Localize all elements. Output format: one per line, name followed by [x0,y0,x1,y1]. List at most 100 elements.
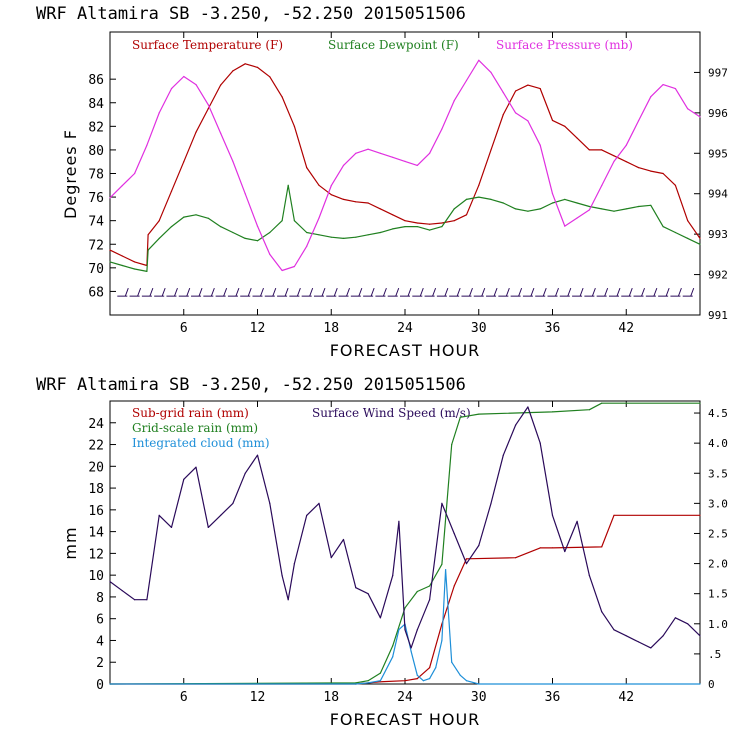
data-point-surface-pressure [318,217,320,219]
y-axis-label-bottom: mm [61,526,80,559]
data-point-surface-pressure [342,164,345,166]
data-point-surface-pressure [183,75,185,78]
wind-barb-flag [395,287,400,297]
data-point-surface-dewpoint [170,226,173,228]
data-point-surface-pressure [281,269,283,272]
data-point-sub-grid-rain [613,514,615,516]
y-tick-label: 22 [88,439,104,454]
data-point-surface-temperature [195,131,197,133]
data-point-sub-grid-rain [453,585,455,587]
data-point-surface-dewpoint [453,208,455,210]
x-tick-label: 24 [397,321,413,336]
x-tick-label: 12 [250,321,266,336]
data-point-surface-pressure [195,84,197,86]
data-point-integrated-cloud [109,683,111,685]
data-point-surface-dewpoint [306,231,308,234]
legend-temperature: Surface Temperature (F) [132,38,283,52]
data-point-surface-temperature [256,66,259,68]
data-point-surface-temperature [527,84,529,86]
data-point-integrated-cloud [699,683,701,685]
data-point-surface-wind-speed [183,478,185,480]
wind-barb-flag [444,287,449,297]
data-point-surface-temperature [576,137,578,139]
left-axis-ticks-top: 68 70 72 74 76 78 80 82 84 86 [88,73,116,300]
data-point-surface-pressure [367,148,369,150]
wind-barb-flag [235,287,240,297]
legend-top: Surface Temperature (F) Surface Dewpoint… [132,38,633,52]
data-point-surface-dewpoint [318,234,320,236]
data-point-surface-temperature [539,88,541,90]
x-tick-label: 30 [471,690,487,705]
wind-barb-flag [468,287,473,297]
precipitation-panel: WRF Altamira SB -3.250, -52.250 20150515… [36,375,728,729]
y-tick-label: 0 [96,678,104,693]
data-point-surface-pressure [269,253,271,255]
y2-tick-label: 1.0 [708,618,728,631]
data-point-surface-temperature [478,184,480,186]
data-point-surface-dewpoint [601,208,603,210]
data-point-integrated-cloud [478,683,480,685]
data-point-grid-scale-rain [588,409,591,411]
data-point-surface-dewpoint [392,228,394,230]
data-point-surface-pressure [207,104,209,106]
data-point-surface-dewpoint [699,243,701,245]
data-point-surface-wind-speed [650,647,652,649]
data-point-surface-wind-speed [539,442,541,444]
data-point-surface-wind-speed [134,599,136,601]
data-point-surface-wind-speed [564,550,566,553]
data-point-surface-pressure [588,209,591,211]
data-point-surface-pressure [453,100,455,102]
x-tick-label: 18 [323,690,339,705]
data-point-surface-dewpoint [478,196,480,198]
data-point-surface-dewpoint [342,237,345,239]
legend-bottom: Sub-grid rain (mm) Surface Wind Speed (m… [132,406,471,450]
y2-tick-label: 2.5 [708,527,728,540]
y2-tick-label: 0 [708,678,715,691]
data-point-surface-wind-speed [527,406,529,408]
wind-barb-flag [419,287,424,297]
data-point-grid-scale-rain [416,590,418,593]
data-point-surface-dewpoint [625,208,627,210]
data-point-surface-wind-speed [244,472,246,474]
y2-tick-label: 1.5 [708,588,728,601]
wind-barb-flag [321,287,326,297]
data-point-surface-pressure [170,88,173,90]
data-point-surface-wind-speed [287,599,289,601]
data-point-surface-pressure [429,152,431,154]
data-point-surface-dewpoint [330,236,332,238]
data-point-surface-temperature [502,113,504,116]
data-point-surface-dewpoint [121,264,123,267]
data-point-surface-temperature [244,63,246,65]
data-point-surface-temperature [170,190,173,192]
data-point-surface-dewpoint [674,231,677,234]
data-point-surface-wind-speed [404,629,406,631]
data-point-surface-wind-speed [207,526,209,529]
data-point-grid-scale-rain [478,413,480,415]
wind-barb-flag [542,287,547,297]
wind-barb-flag [505,287,510,297]
wind-barb-flag [518,287,523,297]
data-point-surface-wind-speed [613,629,615,631]
x-tick-label: 6 [180,321,188,336]
y2-tick-label: 994 [708,188,728,201]
data-point-sub-grid-rain [601,546,603,548]
data-point-surface-pressure [625,144,627,146]
data-point-surface-wind-speed [392,575,394,577]
wind-barb-flag [616,287,621,297]
data-point-surface-dewpoint [404,226,406,228]
data-point-surface-wind-speed [109,581,111,583]
data-point-surface-pressure [330,185,332,187]
legend-integrated-cloud: Integrated cloud (mm) [132,436,270,450]
data-point-surface-pressure [527,120,529,122]
y2-tick-label: 995 [708,147,728,160]
data-point-surface-dewpoint [244,237,246,239]
data-point-grid-scale-rain [699,402,701,404]
y-tick-label: 8 [96,591,104,606]
data-point-surface-temperature [147,234,149,236]
data-point-surface-dewpoint [551,202,554,204]
data-point-surface-wind-speed [601,611,603,613]
data-point-surface-dewpoint [232,231,234,234]
data-point-surface-temperature [404,220,406,222]
data-point-surface-temperature [183,161,185,163]
temperature-panel: WRF Altamira SB -3.250, -52.250 20150515… [36,4,728,360]
